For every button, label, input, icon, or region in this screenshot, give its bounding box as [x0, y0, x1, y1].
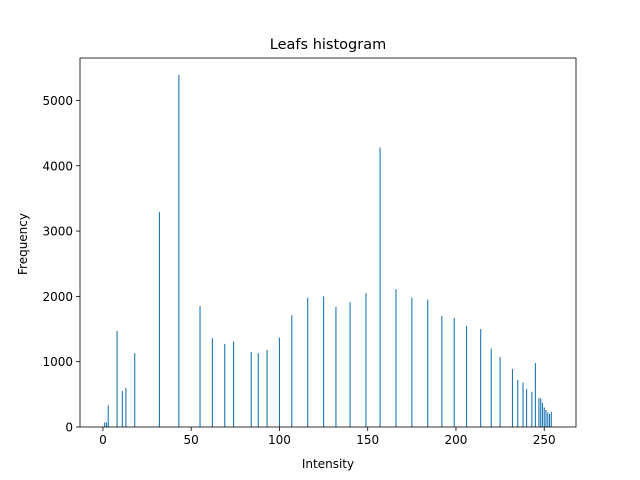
histogram-bar — [105, 422, 108, 427]
histogram-bar — [411, 297, 413, 427]
histogram-bar — [121, 391, 123, 427]
histogram-bar — [427, 299, 429, 427]
y-tick-label: 2000 — [42, 290, 73, 304]
histogram-bar — [224, 344, 226, 427]
histogram-bar — [233, 341, 235, 427]
histogram-bar — [522, 382, 524, 427]
histogram-bar — [278, 337, 281, 427]
y-tick-label: 0 — [65, 421, 73, 435]
histogram-bar — [538, 398, 540, 427]
histogram-bar — [211, 338, 213, 427]
histogram-bar — [441, 315, 443, 427]
x-tick-label: 250 — [533, 433, 556, 447]
histogram-bar — [511, 368, 514, 427]
x-ticks: 0 50 100 150 200 250 — [99, 427, 556, 447]
histogram-bar — [365, 293, 367, 427]
histogram-bar — [526, 389, 528, 427]
histogram-bar — [490, 348, 492, 427]
histogram-bar — [466, 325, 468, 427]
histogram-bar — [125, 387, 127, 427]
histogram-bar — [540, 398, 542, 427]
x-tick-label: 200 — [445, 433, 468, 447]
histogram-bar — [266, 349, 268, 427]
histogram-bar — [335, 306, 337, 427]
histogram-bar — [499, 357, 501, 427]
y-tick-label: 3000 — [42, 225, 73, 239]
histogram-bar — [453, 317, 455, 427]
y-axis-label: Frequency — [16, 213, 30, 275]
y-ticks: 0 1000 2000 3000 4000 5000 — [42, 94, 80, 435]
histogram-bar — [257, 353, 259, 427]
histogram-bar — [323, 296, 325, 427]
histogram-bar — [547, 412, 549, 427]
x-tick-label: 150 — [356, 433, 379, 447]
histogram-bar — [517, 379, 519, 427]
histogram-bar — [104, 422, 106, 427]
y-tick-label: 4000 — [42, 159, 73, 173]
histogram-bar — [550, 411, 552, 427]
histogram-bar — [307, 297, 309, 427]
chart-title: Leafs histogram — [270, 37, 386, 53]
y-tick-label: 1000 — [42, 355, 73, 369]
histogram-bar — [548, 413, 551, 427]
y-tick-label: 5000 — [42, 94, 73, 108]
histogram-bar — [395, 289, 397, 427]
histogram-bar — [541, 402, 544, 427]
histogram-bar — [531, 391, 533, 427]
histogram-bar — [291, 315, 293, 427]
histogram-bar — [158, 212, 160, 427]
histogram-bar — [543, 407, 545, 427]
plot-frame — [79, 57, 577, 428]
histogram-bar — [178, 74, 180, 427]
histogram-bar — [134, 353, 136, 427]
histogram-bar — [107, 405, 109, 427]
histogram-bar — [116, 330, 118, 427]
x-tick-label: 0 — [99, 433, 107, 447]
x-tick-label: 100 — [268, 433, 291, 447]
histogram-bar — [480, 329, 482, 427]
histogram-bar — [534, 363, 536, 427]
x-axis-label: Intensity — [302, 457, 354, 471]
histogram-bar — [545, 410, 547, 427]
histogram-bar — [250, 351, 252, 427]
bars-group — [104, 74, 552, 427]
x-tick-label: 50 — [184, 433, 199, 447]
histogram-bar — [199, 306, 201, 427]
histogram-bar — [379, 147, 381, 427]
histogram-bar — [349, 302, 351, 427]
